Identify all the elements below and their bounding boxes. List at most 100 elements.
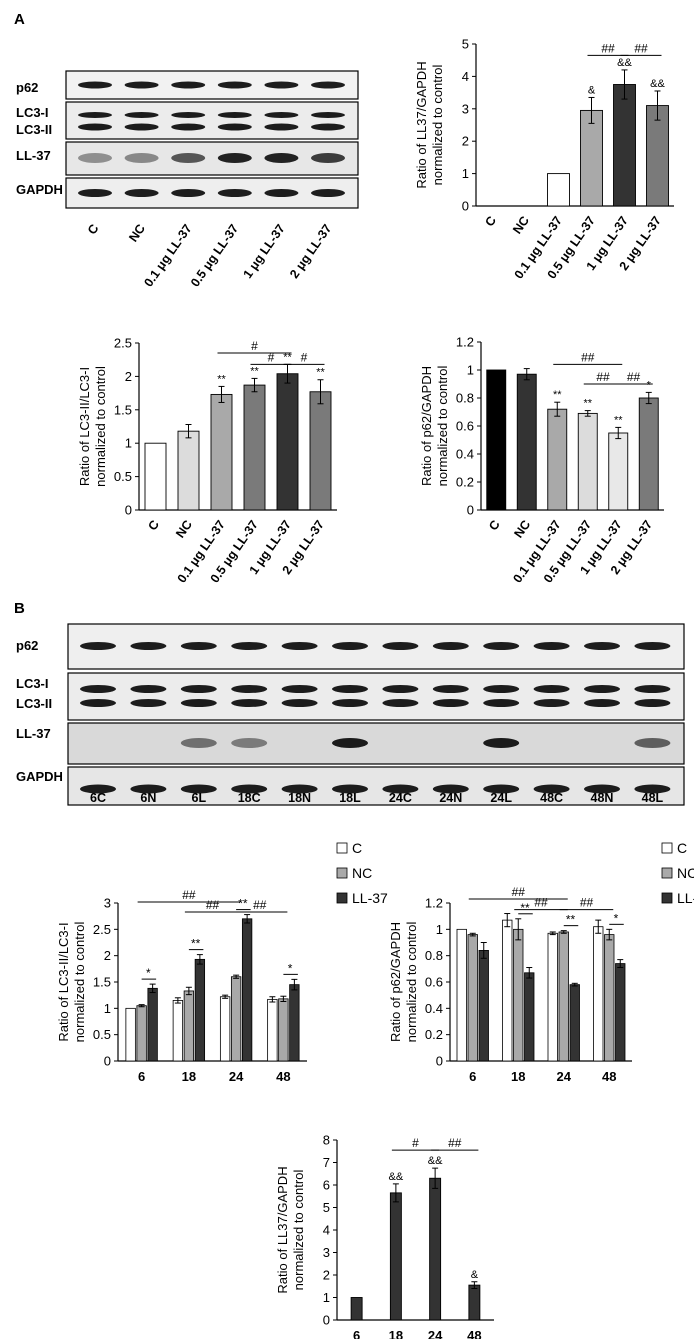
blot-band	[382, 642, 419, 650]
blot-strip	[67, 623, 685, 670]
y-tick-label: 1	[462, 166, 469, 181]
blot-strip	[67, 722, 685, 765]
y-tick-label: 1.2	[456, 335, 474, 350]
blot-lane-label: 18L	[339, 791, 361, 805]
blot-band	[483, 642, 520, 650]
y-tick-label: 5	[462, 37, 469, 52]
bar	[309, 391, 332, 511]
y-tick-label: 1.5	[114, 402, 132, 417]
blot-band	[180, 784, 217, 794]
y-tick-label: 0.6	[456, 419, 474, 434]
blot-band	[634, 738, 671, 748]
bar	[125, 1007, 136, 1062]
chart-b1: 0 0.5 1 1.5 2 2.5 3 Ratio of LC3-II/LC3-Inormal…	[56, 840, 388, 1084]
blot-band	[533, 642, 570, 650]
blot-band	[217, 153, 252, 163]
bar	[547, 173, 570, 207]
blot-row-label: LC3-II	[16, 696, 52, 711]
significance-mark: **	[566, 913, 576, 927]
blot-row-label: LC3-II	[16, 122, 52, 137]
blot-band	[171, 153, 206, 163]
y-tick-label: 0.8	[456, 391, 474, 406]
blot-band	[78, 153, 112, 163]
blot-lane-label: 48N	[591, 791, 614, 805]
x-tick-label: 24	[428, 1328, 443, 1339]
legend-swatch	[661, 867, 673, 879]
comparison-label: #	[251, 339, 258, 353]
y-tick-label: 0	[104, 1054, 111, 1069]
blot-band	[124, 189, 159, 197]
y-tick-label: 0.2	[425, 1027, 443, 1042]
blot-band	[432, 784, 469, 794]
comparison-label: ##	[182, 888, 196, 902]
blot-row-label: p62	[16, 638, 38, 653]
blot-band	[217, 189, 252, 197]
legend-swatch	[336, 842, 348, 854]
blot-row-label: LC3-I	[16, 676, 49, 691]
blot-band	[584, 784, 620, 794]
bar	[389, 1192, 402, 1321]
y-tick-label: 2	[125, 369, 132, 384]
blot-band	[634, 699, 671, 707]
y-tick-label: 8	[323, 1133, 330, 1148]
blot-band	[311, 189, 345, 197]
significance-mark: **	[238, 897, 248, 911]
blot-band	[264, 123, 299, 131]
blot-band	[180, 738, 217, 748]
blot-band	[483, 738, 520, 748]
blot-strip	[67, 766, 685, 806]
y-tick-label: 0	[323, 1313, 330, 1328]
blot-band	[332, 642, 368, 650]
blot-band	[332, 685, 368, 693]
y-tick-label: 0.6	[425, 975, 443, 990]
x-tick-label: NC	[173, 518, 195, 541]
blot-band	[332, 738, 368, 748]
comparison-label: ##	[580, 896, 594, 910]
blot-band	[281, 642, 318, 650]
y-tick-label: 1	[104, 1001, 111, 1016]
bar	[524, 972, 535, 1062]
legend-label: LL-37	[352, 890, 388, 906]
y-tick-label: 2.5	[114, 336, 132, 351]
comparison-label: ##	[601, 41, 615, 55]
bar	[243, 384, 266, 511]
x-tick-label: 18	[182, 1069, 196, 1084]
bar	[147, 987, 158, 1062]
significance-mark: *	[288, 961, 293, 975]
comparison-label: #	[301, 350, 308, 364]
significance-mark: &	[588, 84, 596, 96]
blot-band	[584, 685, 620, 693]
bar	[241, 918, 253, 1062]
x-tick-label: C	[145, 518, 162, 533]
blot-band	[124, 123, 159, 131]
y-tick-label: 3	[104, 896, 111, 911]
blot-band	[264, 189, 299, 197]
y-tick-label: 0.4	[425, 1001, 443, 1016]
blot-band	[130, 699, 167, 707]
blot-lane-label: 6N	[140, 791, 156, 805]
blot-row-label: LL-37	[16, 726, 51, 741]
comparison-label: ##	[627, 370, 641, 384]
legend-label: C	[352, 840, 362, 856]
blot-strip	[65, 141, 359, 176]
blot-band	[124, 81, 159, 89]
y-tick-label: 4	[462, 69, 469, 84]
y-tick-label: 0	[125, 503, 132, 518]
y-tick-label: 7	[323, 1155, 330, 1170]
blot-band	[584, 699, 620, 707]
bar	[230, 976, 242, 1062]
blot-band	[382, 685, 419, 693]
blot-lane-label: 6L	[192, 791, 207, 805]
blot-strip	[65, 70, 359, 100]
blot-band	[432, 685, 469, 693]
blot-band	[180, 642, 217, 650]
bar	[638, 397, 659, 511]
blot-band	[483, 685, 520, 693]
blot-strip	[67, 672, 685, 721]
y-axis-label: Ratio of p62/GAPDHnormalized to control	[419, 366, 450, 487]
legend-label: LL-37	[677, 890, 694, 906]
blot-band	[217, 81, 252, 89]
comparison-label: ##	[206, 898, 220, 912]
bar	[478, 950, 489, 1062]
x-tick-label: NC	[510, 214, 532, 237]
